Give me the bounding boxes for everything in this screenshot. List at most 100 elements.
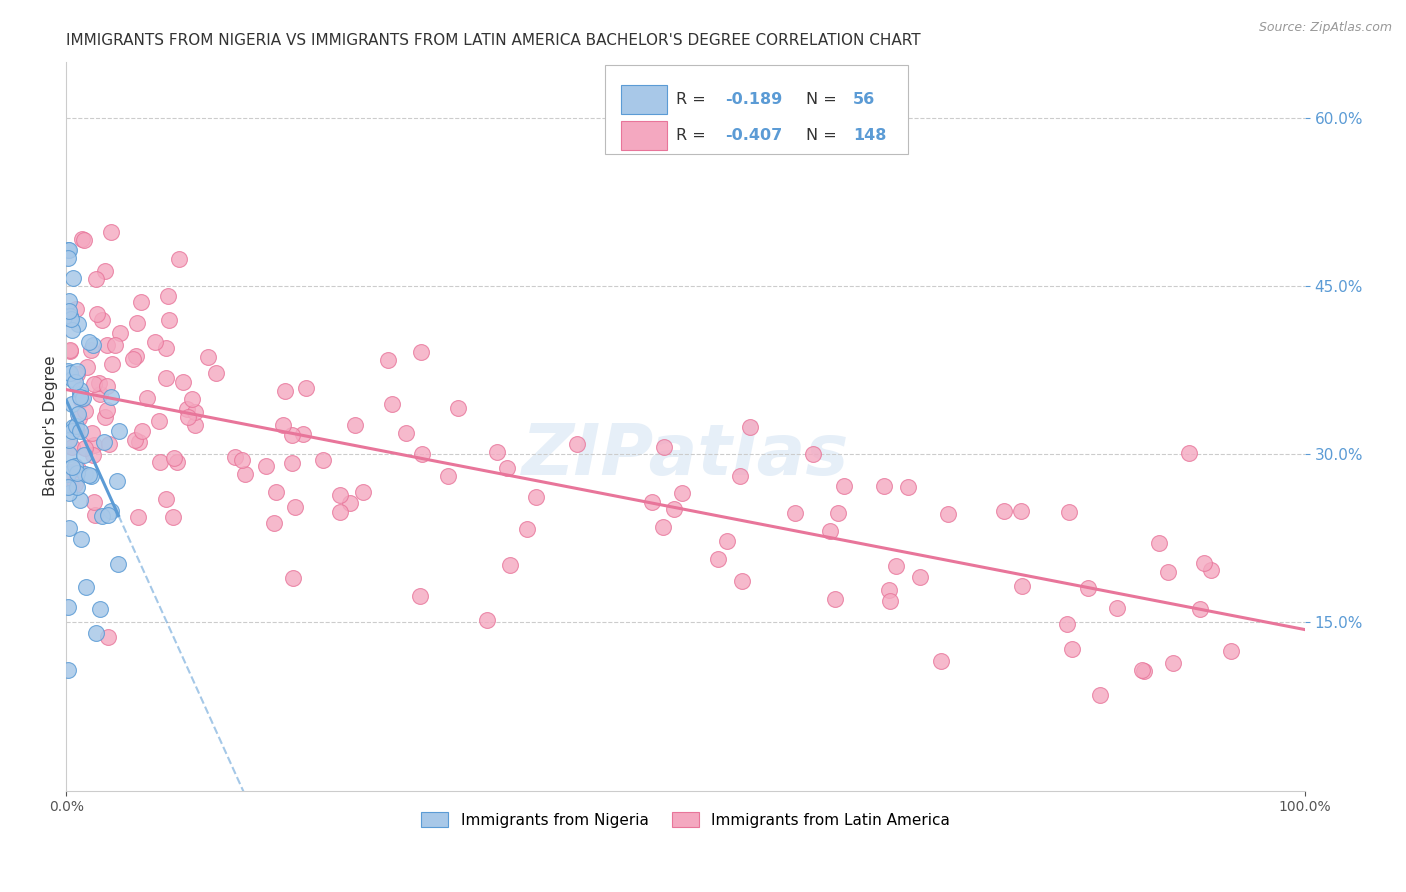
Point <box>72 391 94 405</box>
Point <box>131 424 153 438</box>
Point <box>100 390 122 404</box>
Point <box>1189 602 1212 616</box>
Point <box>65 422 87 436</box>
Point <box>72 448 94 462</box>
Point <box>75 580 97 594</box>
Point <box>377 353 399 368</box>
Point <box>59 344 82 359</box>
Text: -0.189: -0.189 <box>725 93 782 107</box>
Point <box>67 410 90 425</box>
Point <box>56 599 79 614</box>
Point <box>352 484 374 499</box>
Point <box>69 387 91 401</box>
Point <box>263 516 285 530</box>
Point <box>83 377 105 392</box>
Point <box>641 495 664 509</box>
Point <box>516 522 538 536</box>
Point <box>56 480 79 494</box>
Point <box>163 451 186 466</box>
Point <box>409 345 432 359</box>
Point <box>1060 642 1083 657</box>
Text: IMMIGRANTS FROM NIGERIA VS IMMIGRANTS FROM LATIN AMERICA BACHELOR'S DEGREE CORRE: IMMIGRANTS FROM NIGERIA VS IMMIGRANTS FR… <box>66 33 921 48</box>
Point <box>1077 581 1099 595</box>
Point <box>818 524 841 538</box>
Point <box>929 654 952 668</box>
Point <box>73 467 96 481</box>
Point <box>224 450 246 464</box>
Point <box>107 425 129 439</box>
Point <box>873 479 896 493</box>
Point <box>127 509 149 524</box>
Point <box>271 418 294 433</box>
Point <box>475 613 498 627</box>
Point <box>56 467 79 481</box>
Point <box>167 252 190 266</box>
Point <box>567 437 589 451</box>
Point <box>58 251 80 265</box>
Point <box>58 304 80 318</box>
FancyBboxPatch shape <box>621 86 666 114</box>
Point <box>73 404 96 418</box>
Point <box>59 465 82 479</box>
Point <box>63 376 86 390</box>
Point <box>1149 535 1171 549</box>
Point <box>652 440 675 454</box>
Point <box>60 424 83 438</box>
Point <box>59 478 82 492</box>
Point <box>60 459 83 474</box>
Point <box>1059 505 1081 519</box>
Point <box>274 384 297 398</box>
Point <box>83 438 105 452</box>
Point <box>380 397 402 411</box>
Text: R =: R = <box>676 93 710 107</box>
Point <box>157 289 180 303</box>
Point <box>63 477 86 491</box>
Point <box>124 433 146 447</box>
Point <box>77 467 100 482</box>
Point <box>67 462 90 476</box>
Point <box>1132 664 1154 678</box>
Point <box>446 401 468 415</box>
Point <box>827 506 849 520</box>
Point <box>197 351 219 365</box>
Point <box>58 433 80 447</box>
Point <box>82 338 104 352</box>
Point <box>97 508 120 522</box>
Point <box>129 294 152 309</box>
Point <box>254 459 277 474</box>
Text: N =: N = <box>806 128 842 144</box>
Point <box>1178 446 1201 460</box>
Point <box>1220 644 1243 658</box>
Point <box>671 485 693 500</box>
Point <box>936 507 959 521</box>
Point <box>66 367 89 381</box>
FancyBboxPatch shape <box>621 121 666 151</box>
Point <box>730 469 752 483</box>
Point <box>181 392 204 406</box>
Point <box>183 405 205 419</box>
Point <box>155 341 177 355</box>
Point <box>59 343 82 358</box>
Point <box>233 467 256 481</box>
Point <box>339 496 361 510</box>
Point <box>1163 656 1185 670</box>
Point <box>76 359 98 374</box>
Point <box>58 447 80 461</box>
Point <box>58 244 80 258</box>
Point <box>69 533 91 547</box>
Point <box>281 571 304 585</box>
Point <box>436 468 458 483</box>
Point <box>1157 565 1180 579</box>
Point <box>284 500 307 515</box>
Point <box>832 479 855 493</box>
Point <box>731 574 754 588</box>
Point <box>155 370 177 384</box>
Point <box>105 474 128 488</box>
Point <box>135 391 157 405</box>
Point <box>56 244 79 258</box>
Point <box>394 426 416 441</box>
Point <box>1088 688 1111 702</box>
Point <box>100 504 122 518</box>
Point <box>155 491 177 506</box>
Point <box>58 294 80 309</box>
